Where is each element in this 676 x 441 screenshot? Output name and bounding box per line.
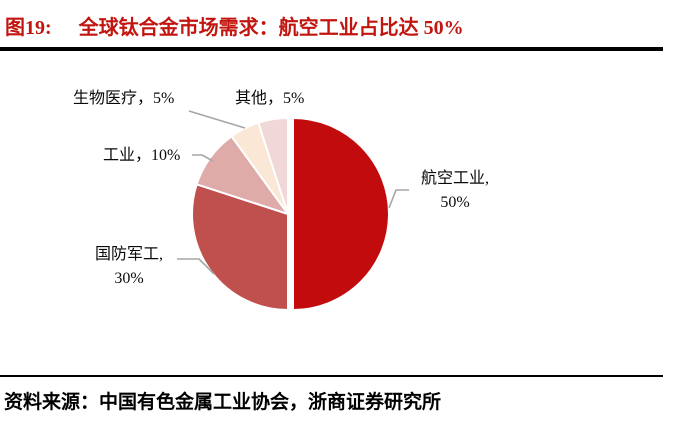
figure-title: 全球钛合金市场需求：航空工业占比达 50% xyxy=(78,17,464,39)
pie-label-aviation-name: 航空工业, xyxy=(420,170,489,187)
pie-slice-other xyxy=(257,117,289,215)
pie-label-other: 其他，5% xyxy=(235,90,305,107)
pie-label-defense: 国防军工, 30% xyxy=(80,243,178,291)
source-text: 资料来源：中国有色金属工业协会，浙商证券研究所 xyxy=(4,392,442,413)
pie-label-aviation: 航空工业, 50% xyxy=(410,167,500,215)
title-divider-rule xyxy=(0,47,663,51)
pie-slices xyxy=(191,117,390,311)
pie-label-aviation-value: 50% xyxy=(440,194,470,211)
leader-line-biomedical xyxy=(188,110,246,129)
pie-label-defense-name: 国防军工, xyxy=(94,246,163,263)
pie-slice-aviation xyxy=(292,117,390,311)
pie-label-defense-value: 30% xyxy=(114,270,144,287)
footer-divider-rule xyxy=(0,375,663,377)
leader-lines xyxy=(177,110,409,275)
pie-label-industry: 工业，10% xyxy=(103,147,181,164)
leader-line-industry xyxy=(192,154,214,162)
figure-title-row: 图19: 全球钛合金市场需求：航空工业占比达 50% xyxy=(5,11,464,40)
figure-number-label: 图19: xyxy=(5,17,52,39)
pie-label-biomedical: 生物医疗，5% xyxy=(73,90,175,107)
leader-line-aviation xyxy=(388,189,409,209)
leader-line-defense xyxy=(177,258,215,275)
